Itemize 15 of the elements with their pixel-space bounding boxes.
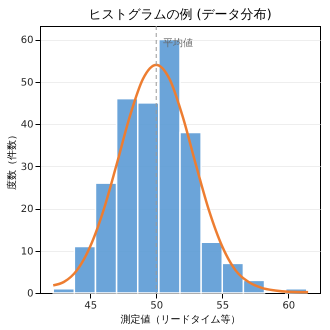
- y-tick-label: 40: [20, 120, 34, 131]
- y-tick-label: 30: [20, 162, 34, 173]
- y-tick-label: 10: [20, 246, 34, 258]
- y-tick-label: 0: [27, 288, 34, 300]
- y-tick-label: 60: [20, 35, 34, 46]
- line-series: [52, 64, 310, 294]
- y-axis-title: 度数（件数）: [6, 130, 18, 190]
- x-tick-label: 60: [282, 300, 296, 312]
- y-tick-label: 50: [20, 77, 34, 88]
- x-axis-title: 測定値（リードタイム等）: [120, 314, 240, 326]
- x-tick-label: 55: [216, 300, 230, 312]
- x-tick-label: 50: [150, 300, 164, 312]
- y-tick-label: 20: [20, 204, 34, 216]
- x-tick-label: 45: [84, 300, 98, 312]
- chart-title: ヒストグラムの例 (データ分布): [88, 8, 272, 22]
